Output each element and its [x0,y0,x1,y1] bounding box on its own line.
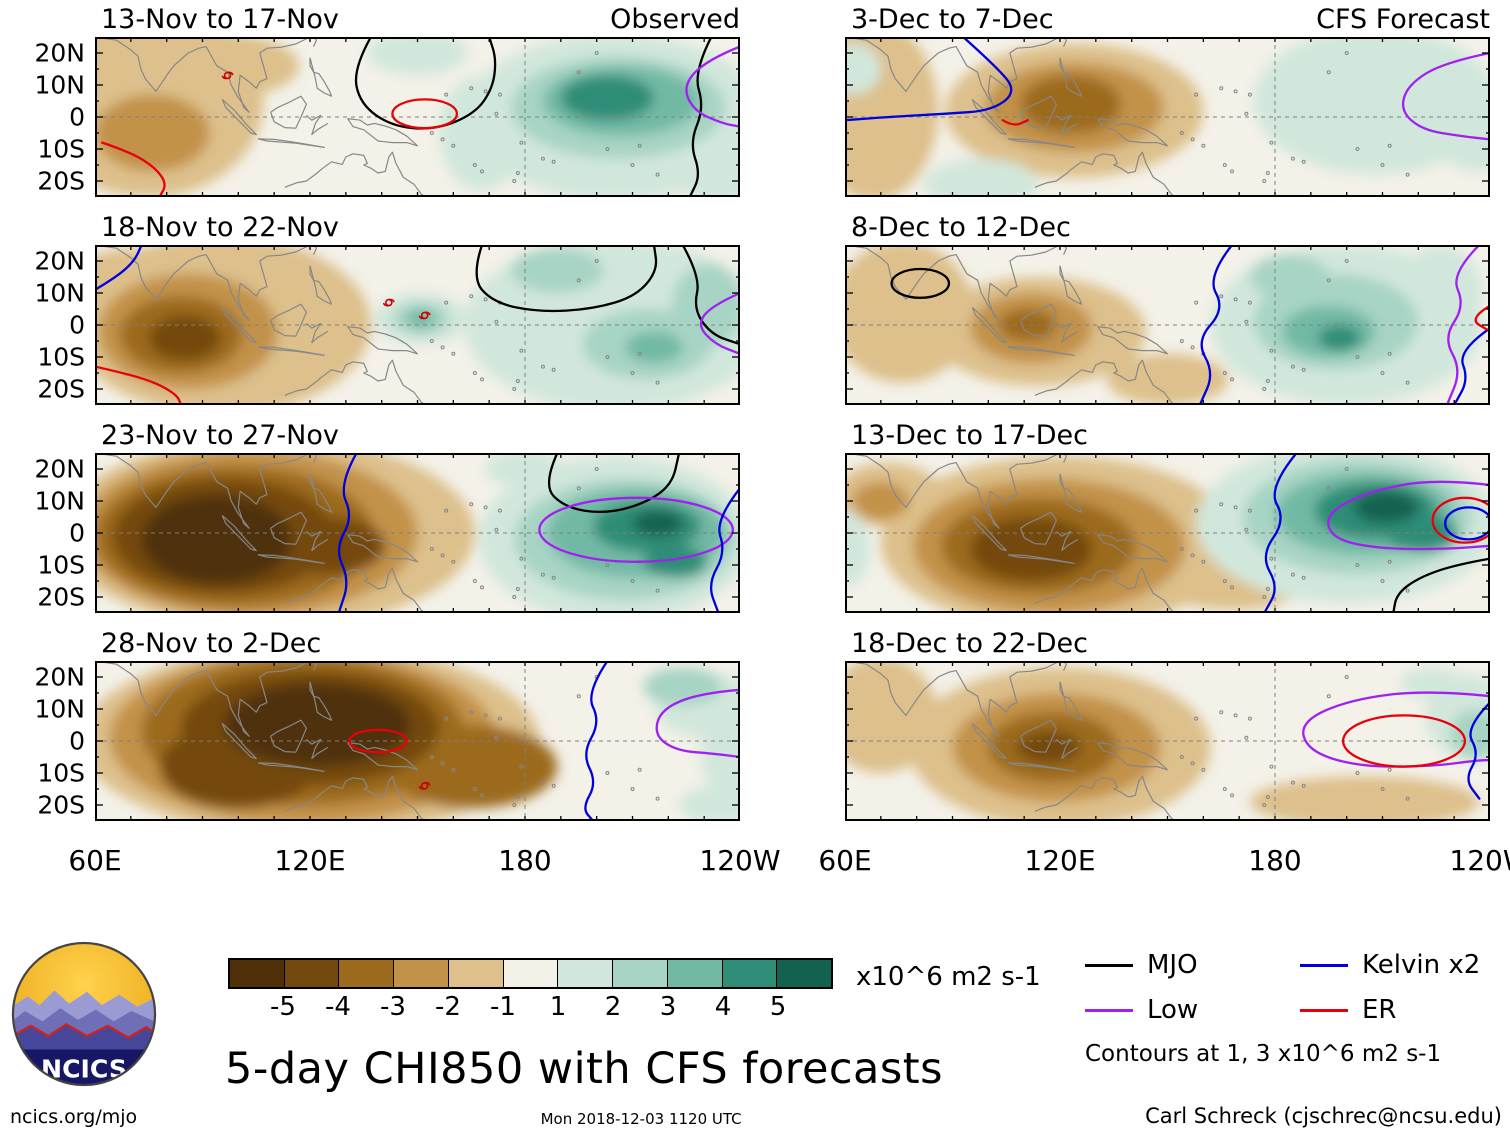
x-tick-label: 120W [1449,844,1510,877]
y-tick-label: 10N [34,486,85,516]
ncics-logo: NCICS [11,941,157,1087]
legend-label-kelvin: Kelvin x2 [1362,950,1481,980]
y-tick-label: 20N [34,38,85,68]
author-credit: Carl Schreck (cjschrec@ncsu.edu) [1145,1104,1502,1128]
x-tick-label: 180 [498,844,552,877]
contour-levels-note: Contours at 1, 3 x10^6 m2 s-1 [1085,1041,1442,1067]
map-panel [95,453,740,613]
timestamp: Mon 2018-12-03 1120 UTC [540,1110,742,1128]
panel-date: 13-Nov to 17-Nov [101,4,339,35]
map-panel [845,661,1490,821]
y-axis-labels: 20N 10N 0 10S 20S [20,245,95,405]
legend-item-er: ER [1300,995,1505,1025]
map-panel [95,661,740,821]
x-tick-label: 120W [699,844,781,877]
y-tick-label: 10N [34,70,85,100]
x-axis-labels: 60E 120E 180 120W [68,836,780,878]
colorbar-units: x10^6 m2 s-1 [856,962,1041,992]
site-url: ncics.org/mjo [10,1106,138,1128]
y-tick-label: 10N [34,278,85,308]
panel-row: 13-Nov to 17-Nov Observed 20N 10N 0 10S … [20,4,740,197]
y-tick-label: 0 [69,726,85,756]
mjo-line-swatch [1085,963,1133,967]
panel-date: 3-Dec to 7-Dec [851,4,1054,35]
y-tick-label: 0 [69,518,85,548]
map-panel [845,453,1490,613]
y-axis-labels: 20N 10N 0 10S 20S [20,37,95,197]
x-tick-label: 60E [68,844,122,877]
y-tick-label: 20N [34,662,85,692]
y-tick-label: 20S [37,374,85,404]
map-panel [95,245,740,405]
y-axis-labels: 20N 10N 0 10S 20S [20,453,95,613]
y-axis-labels: 20N 10N 0 10S 20S [20,661,95,821]
panel-row: 18-Nov to 22-Nov 20N 10N 0 10S 20S [20,212,740,405]
x-axis-labels: 60E 120E 180 120W [818,836,1510,878]
y-tick-label: 20S [37,582,85,612]
y-tick-label: 10S [37,758,85,788]
x-tick-label: 60E [818,844,872,877]
legend-label-mjo: MJO [1147,950,1198,980]
y-tick-label: 0 [69,102,85,132]
column-header-forecast: CFS Forecast [1316,4,1490,35]
panel-date: 8-Dec to 12-Dec [851,212,1071,243]
legend-label-low: Low [1147,995,1199,1025]
panel-date: 23-Nov to 27-Nov [101,420,339,451]
y-tick-label: 10S [37,134,85,164]
x-tick-label: 180 [1248,844,1302,877]
column-header-observed: Observed [610,4,740,35]
panel-row: 8-Dec to 12-Dec [845,212,1490,405]
x-tick-label: 120E [1024,844,1096,877]
legend-item-kelvin: Kelvin x2 [1300,950,1505,980]
y-tick-label: 20S [37,790,85,820]
map-panel [845,245,1490,405]
panel-date: 28-Nov to 2-Dec [101,628,322,659]
map-grid: 13-Nov to 17-Nov Observed 20N 10N 0 10S … [20,4,1510,878]
panel-date: 18-Dec to 22-Dec [851,628,1088,659]
panel-row: 18-Dec to 22-Dec [845,628,1490,821]
legend-label-er: ER [1362,995,1397,1025]
map-panel [845,37,1490,197]
panel-row: 13-Dec to 17-Dec [845,420,1490,613]
contour-legend: MJO Kelvin x2 Low ER Contours at 1, 3 x1… [1085,950,1505,1067]
y-tick-label: 10N [34,694,85,724]
map-panel [95,37,740,197]
page-title: 5-day CHI850 with CFS forecasts [225,1044,944,1094]
panel-row: 3-Dec to 7-Dec CFS Forecast [845,4,1490,197]
y-tick-label: 20S [37,166,85,196]
panel-date: 18-Nov to 22-Nov [101,212,339,243]
panel-row: 23-Nov to 27-Nov 20N 10N 0 10S 20S [20,420,740,613]
kelvin-line-swatch [1300,963,1348,967]
y-tick-label: 0 [69,310,85,340]
er-line-swatch [1300,1008,1348,1012]
legend-item-low: Low [1085,995,1300,1025]
footer-line: ncics.org/mjo Mon 2018-12-03 1120 UTC Ca… [10,1104,1502,1128]
colorbar [228,958,833,989]
y-tick-label: 10S [37,550,85,580]
legend-item-mjo: MJO [1085,950,1300,980]
y-tick-label: 10S [37,342,85,372]
low-line-swatch [1085,1008,1133,1012]
observed-column: 13-Nov to 17-Nov Observed 20N 10N 0 10S … [20,4,780,878]
footer-section: NCICS -5 -4 -3 -2 -1 1 2 3 4 5 x10^6 m2 s-1 5-day… [0,878,1510,1132]
y-tick-label: 20N [34,246,85,276]
panel-row: 28-Nov to 2-Dec 20N 10N 0 10S 20S [20,628,740,821]
panel-date: 13-Dec to 17-Dec [851,420,1088,451]
colorbar-labels: -5 -4 -3 -2 -1 1 2 3 4 5 [270,992,787,1022]
forecast-column: 3-Dec to 7-Dec CFS Forecast 8-Dec to 12-… [818,4,1510,878]
x-tick-label: 120E [274,844,346,877]
y-tick-label: 20N [34,454,85,484]
